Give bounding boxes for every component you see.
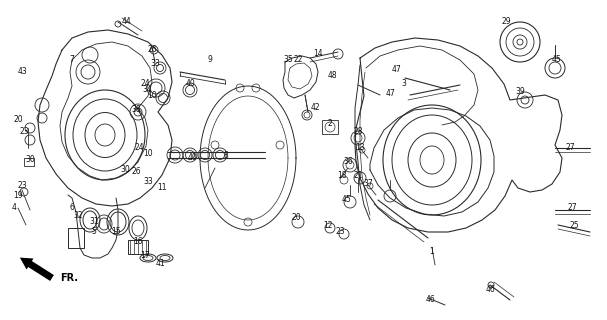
Text: 36: 36 [343, 157, 353, 166]
Text: 5: 5 [92, 228, 97, 236]
Text: 18: 18 [337, 171, 347, 180]
Text: 13: 13 [355, 143, 365, 153]
Text: 43: 43 [17, 68, 27, 76]
Text: 6: 6 [70, 203, 75, 212]
Bar [128, 240, 148, 254]
Text: 10: 10 [143, 149, 153, 158]
Bar [68, 228, 84, 248]
Text: 4: 4 [12, 203, 16, 212]
Text: 3: 3 [402, 79, 407, 89]
Text: 12: 12 [324, 221, 333, 230]
Text: 33: 33 [150, 60, 160, 68]
Text: 27: 27 [565, 143, 575, 153]
Text: 40: 40 [187, 154, 197, 163]
Text: 17: 17 [140, 252, 150, 260]
Text: 1: 1 [430, 247, 435, 257]
Text: 44: 44 [121, 18, 131, 27]
Text: 16: 16 [133, 237, 143, 246]
Text: 8: 8 [223, 150, 228, 159]
Text: 48: 48 [327, 71, 337, 81]
Text: 45: 45 [341, 196, 351, 204]
Text: 22: 22 [293, 55, 303, 65]
Text: 46: 46 [485, 285, 495, 294]
Text: 45: 45 [551, 55, 561, 65]
Text: 31: 31 [89, 218, 99, 227]
Text: 28: 28 [353, 127, 363, 137]
Text: 19: 19 [13, 190, 23, 199]
Text: 32: 32 [73, 211, 83, 220]
Text: 34: 34 [142, 85, 152, 94]
Text: 20: 20 [13, 116, 23, 124]
Text: 20: 20 [291, 213, 301, 222]
Text: 15: 15 [111, 228, 121, 236]
Text: 26: 26 [147, 45, 157, 54]
Text: 23: 23 [335, 228, 345, 236]
Text: 29: 29 [501, 18, 511, 27]
Text: 23: 23 [17, 180, 27, 189]
Text: 40: 40 [185, 79, 195, 89]
Text: 46: 46 [425, 295, 435, 305]
Text: 33: 33 [143, 178, 153, 187]
Text: 27: 27 [567, 204, 577, 212]
Text: 30: 30 [25, 156, 35, 164]
Text: 26: 26 [131, 167, 141, 177]
Bar [322, 120, 338, 134]
Text: 23: 23 [19, 127, 29, 137]
Text: 14: 14 [313, 50, 323, 59]
Text: 39: 39 [515, 87, 525, 97]
Text: 2: 2 [328, 119, 333, 129]
Text: 47: 47 [385, 90, 395, 99]
Bar [24, 158, 34, 166]
Text: 11: 11 [157, 183, 167, 193]
Text: 38: 38 [131, 106, 141, 115]
Text: 7: 7 [70, 55, 75, 65]
Text: 24: 24 [134, 143, 144, 153]
Text: FR.: FR. [60, 273, 78, 283]
Text: 30: 30 [120, 165, 130, 174]
Text: 37: 37 [363, 179, 373, 188]
Text: 24: 24 [140, 79, 150, 89]
Text: 9: 9 [208, 55, 212, 65]
Text: 21: 21 [353, 171, 363, 180]
FancyArrow shape [20, 258, 54, 281]
Text: 42: 42 [310, 103, 320, 113]
Text: 35: 35 [283, 55, 293, 65]
Text: 10: 10 [147, 92, 157, 100]
Text: 41: 41 [155, 259, 165, 268]
Text: 25: 25 [569, 221, 579, 230]
Text: 47: 47 [391, 66, 401, 75]
